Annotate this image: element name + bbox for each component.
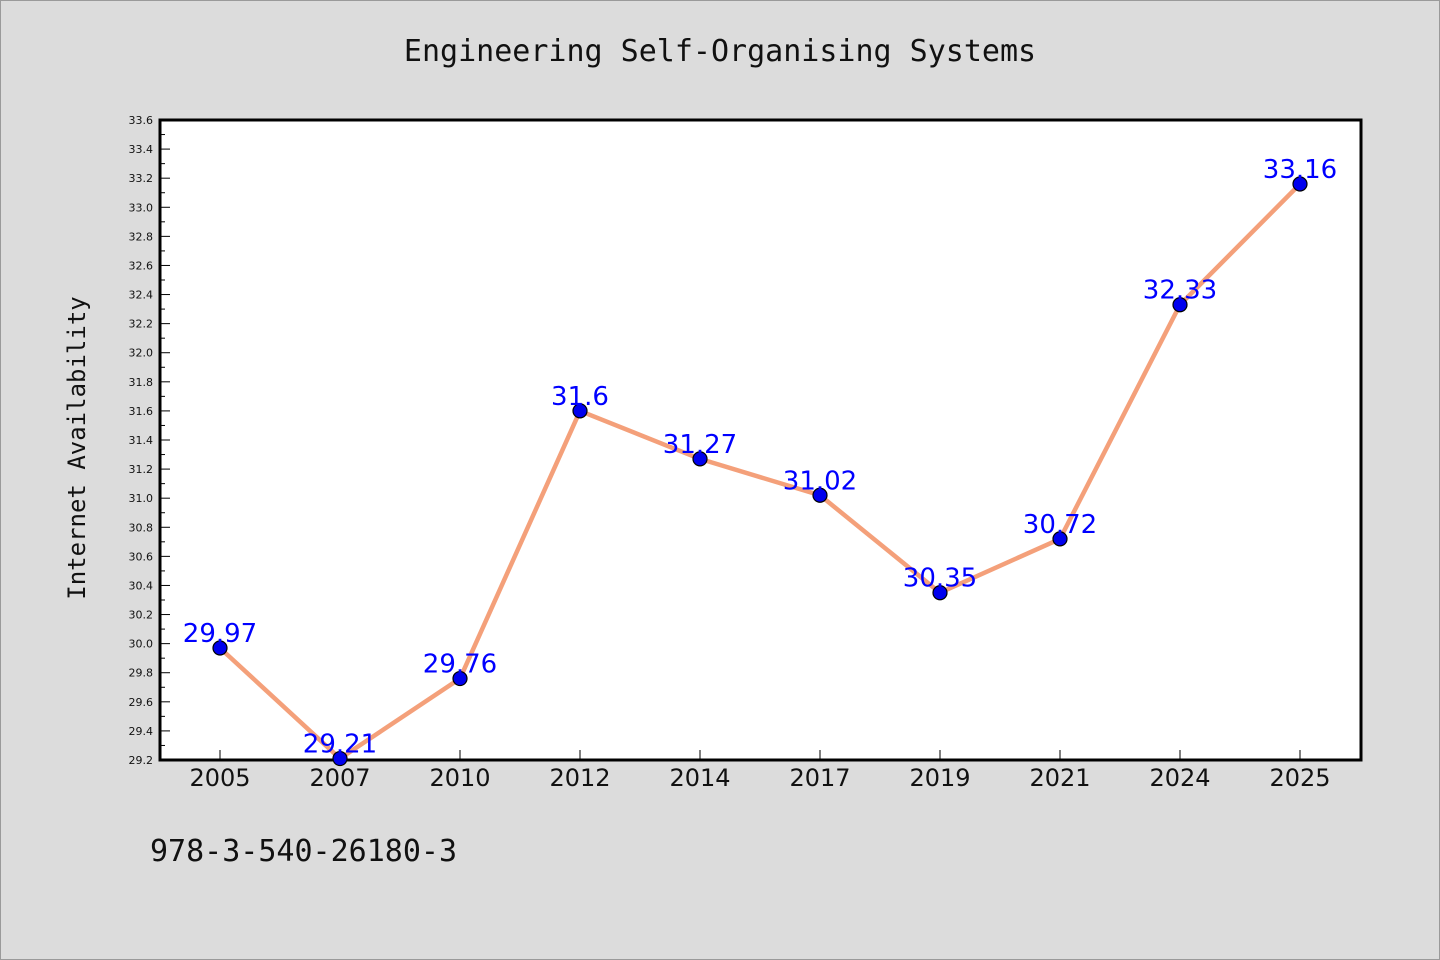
y-tick-label: 33.0 <box>129 201 154 214</box>
data-point <box>932 585 948 601</box>
data-label: 31.02 <box>783 466 857 496</box>
y-tick-label: 30.4 <box>129 579 154 592</box>
data-label: 29.76 <box>423 650 497 680</box>
y-tick-label: 31.0 <box>129 492 154 505</box>
chart-title: Engineering Self-Organising Systems <box>403 34 1037 69</box>
plot-area <box>158 118 1363 762</box>
y-tick-label: 33.6 <box>129 114 154 127</box>
x-tick-label: 2019 <box>909 764 970 792</box>
x-tick-label: 2024 <box>1149 764 1210 792</box>
y-tick-label: 29.2 <box>129 754 154 767</box>
data-point <box>332 750 348 767</box>
x-tick-label: 2021 <box>1029 764 1090 792</box>
data-label: 29.21 <box>303 730 377 760</box>
x-tick-label: 2010 <box>429 764 490 792</box>
x-tick-label: 2014 <box>669 764 730 792</box>
y-tick-label: 31.2 <box>129 463 154 476</box>
data-point <box>812 487 828 503</box>
y-tick-label: 30.0 <box>129 638 154 651</box>
x-tick-label: 2007 <box>309 764 370 792</box>
data-label: 33.16 <box>1263 155 1337 185</box>
data-label: 31.6 <box>551 382 609 412</box>
y-tick-label: 32.2 <box>129 318 154 331</box>
y-tick-label: 32.6 <box>129 259 154 272</box>
y-tick-label: 31.8 <box>129 376 154 389</box>
y-tick-label: 32.8 <box>129 230 154 243</box>
y-tick-label: 32.0 <box>129 347 154 360</box>
y-tick-label: 29.8 <box>129 667 154 680</box>
isbn-footer: 978-3-540-26180-3 <box>150 834 458 869</box>
series-line <box>217 181 1303 761</box>
x-tick-label: 2017 <box>789 764 850 792</box>
data-point <box>572 403 588 419</box>
data-label: 30.72 <box>1023 510 1097 540</box>
y-tick-label: 29.6 <box>129 696 154 709</box>
y-tick-label: 30.6 <box>129 550 154 563</box>
data-point <box>1292 176 1308 192</box>
data-label: 31.27 <box>663 430 737 460</box>
x-tick-label: 2005 <box>189 764 250 792</box>
y-tick-label: 33.4 <box>129 143 154 156</box>
data-point <box>212 640 228 656</box>
y-tick-label: 31.4 <box>129 434 154 447</box>
x-tick-label: 2012 <box>549 764 610 792</box>
data-point <box>692 451 708 467</box>
data-point <box>1172 297 1188 313</box>
data-point <box>1052 531 1068 547</box>
data-point <box>452 670 468 687</box>
data-label: 30.35 <box>903 564 977 594</box>
y-tick-label: 33.2 <box>129 172 154 185</box>
x-tick-label: 2025 <box>1269 764 1330 792</box>
y-tick-label: 30.8 <box>129 521 154 534</box>
y-tick-label: 32.4 <box>129 289 154 302</box>
y-tick-label: 30.2 <box>129 609 154 622</box>
y-tick-label: 31.6 <box>129 405 154 418</box>
y-tick-label: 29.4 <box>129 725 154 738</box>
data-label: 32.33 <box>1143 276 1217 306</box>
data-label: 29.97 <box>183 619 257 649</box>
